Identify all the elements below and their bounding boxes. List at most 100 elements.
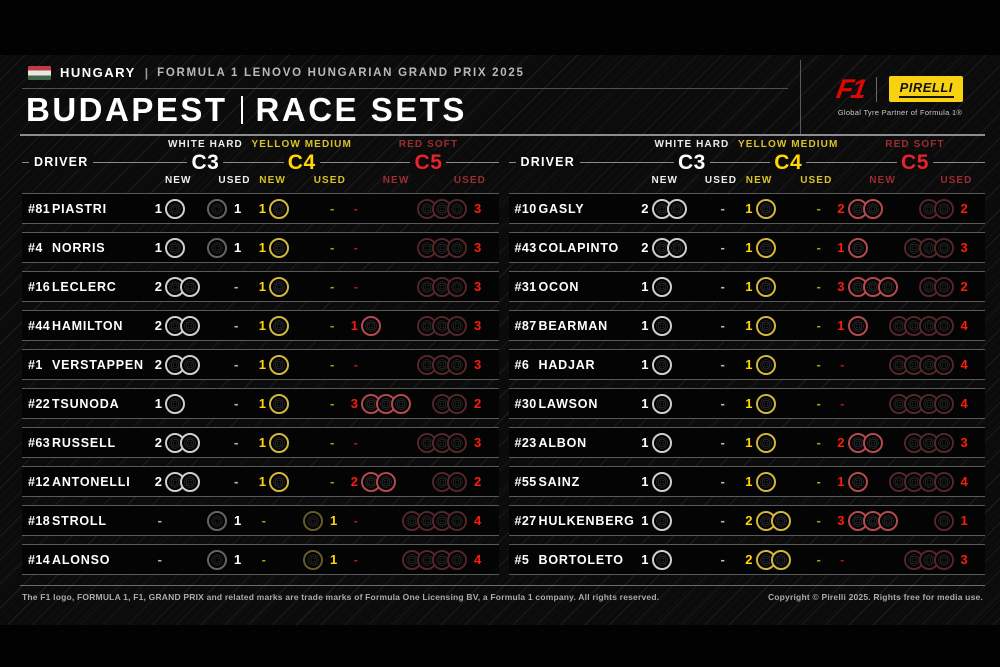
tyre-table-right: DRIVER WHITE HARD C3 NEW USED YELLOW MED…: [508, 138, 985, 583]
c5-used-tyre-icon: [933, 393, 954, 414]
c4-new-tyre-icon: [269, 354, 289, 375]
c4-new-tyre-icon: [755, 237, 776, 258]
c4-tyre-icons: [266, 198, 326, 219]
c4-new-count: 1: [745, 240, 753, 255]
c4-new-tyre-icon: [269, 432, 289, 453]
c3-tyre-icons: [162, 276, 230, 297]
c5-new-count: 1: [837, 240, 845, 255]
c3-tyre-icons: [649, 393, 717, 414]
c3-new-count: 2: [641, 201, 649, 216]
c4-tyre-icons: [753, 237, 813, 258]
c4-new-tyre-icon: [755, 315, 776, 336]
c3-tyre-icons: [649, 198, 717, 219]
c5-used-tyre-icon: [447, 315, 467, 336]
c4-new-count: 1: [745, 396, 753, 411]
c3-tyre-icons: [649, 471, 717, 492]
c5-used-tyre-icon: [447, 510, 467, 531]
driver-row: #18 STROLL -1-1-4: [22, 505, 499, 536]
c5-used-tyre-icon: [447, 354, 467, 375]
c5-new-count: -: [353, 552, 358, 567]
c4-new-tyre-icon: [755, 432, 776, 453]
c5-used-count: 2: [474, 396, 482, 411]
c4-used-count: 1: [330, 513, 338, 528]
c5-new-tyre-icon: [376, 471, 396, 492]
c3-used-count: 1: [234, 513, 242, 528]
c4-new-count: 1: [745, 474, 753, 489]
c3-used-count: -: [720, 279, 725, 294]
driver-number: #27: [514, 513, 537, 528]
driver-number: #10: [514, 201, 537, 216]
c3-used-count: -: [720, 552, 725, 567]
c4-tyre-icons: [266, 237, 326, 258]
c3-new-count: 2: [154, 357, 162, 372]
c5-tyre-icons: [358, 471, 470, 492]
hard-used-label: USED: [218, 175, 251, 186]
driver-name: COLAPINTO: [538, 240, 620, 255]
c5-new-count: 1: [350, 318, 358, 333]
driver-row: #27 HULKENBERG 1 - 2 - 3 1: [508, 505, 985, 536]
driver-name: RUSSELL: [52, 435, 116, 450]
soft-compound-label: RED SOFT: [885, 139, 945, 150]
driver-row: #87 BEARMAN 1 - 1 - 1 4: [508, 310, 985, 341]
c4-tyre-icons: [753, 510, 813, 531]
driver-row: #4 NORRIS 1 1 1 - - 3: [22, 232, 499, 263]
c4-new-tyre-icon: [269, 393, 289, 414]
c4-new-tyre-icon: [755, 198, 776, 219]
c3-tyre-icons: [649, 432, 717, 453]
c4-new-count: 1: [745, 201, 753, 216]
c4-tyre-icons: [753, 432, 813, 453]
c5-used-tyre-icon: [933, 315, 954, 336]
driver-row: #23 ALBON 1 - 1 - 2 3: [508, 427, 985, 458]
partner-logos: F1 PIRELLI Global Tyre Partner of Formul…: [812, 74, 988, 117]
c5-new-count: 1: [837, 318, 845, 333]
c4-new-count: 1: [745, 279, 753, 294]
c5-used-tyre-icon: [933, 471, 954, 492]
c5-used-count: 3: [474, 435, 482, 450]
footer-rule: [20, 585, 985, 586]
c3-used-count: -: [720, 240, 725, 255]
c4-tyre-icons: [753, 393, 813, 414]
c4-used-count: 1: [330, 552, 338, 567]
c4-new-count: 1: [745, 357, 753, 372]
c4-new-tyre-icon: [755, 471, 776, 492]
c5-used-tyre-icon: [447, 432, 467, 453]
driver-name: GASLY: [538, 201, 585, 216]
c4-tyre-icons: [753, 549, 813, 570]
driver-name: ALONSO: [52, 552, 111, 567]
c4-used-count: -: [816, 474, 821, 489]
c5-new-count: 2: [837, 435, 845, 450]
c4-tyre-icons: [753, 276, 813, 297]
driver-name: SAINZ: [538, 474, 580, 489]
soft-grade-label: C5: [897, 151, 933, 174]
pirelli-caption: Global Tyre Partner of Formula 1®: [837, 108, 963, 117]
driver-name: OCON: [538, 279, 580, 294]
c3-used-count: -: [234, 279, 239, 294]
hard-compound-label: WHITE HARD: [654, 139, 730, 150]
c3-new-tyre-icon: [651, 510, 672, 531]
logo-separator: [876, 76, 878, 102]
c3-new-count: 1: [154, 201, 162, 216]
c3-new-tyre-icon: [651, 315, 672, 336]
c3-new-count: -: [157, 513, 162, 528]
c4-tyre-icons: [266, 432, 326, 453]
c5-tyre-icons: [358, 432, 470, 453]
c4-tyre-icons: [266, 471, 326, 492]
driver-column-label: DRIVER: [515, 155, 580, 169]
c5-tyre-icons: [845, 354, 957, 375]
c3-tyre-icons: [162, 198, 230, 219]
driver-number: #12: [28, 474, 51, 489]
c5-used-count: 2: [960, 201, 968, 216]
hard-new-label: NEW: [651, 175, 679, 186]
c3-new-count: 1: [641, 318, 649, 333]
c5-new-count: -: [840, 396, 845, 411]
c5-used-tyre-icon: [933, 198, 954, 219]
tagline-separator: |: [144, 65, 149, 80]
c4-new-tyre-icon: [269, 471, 289, 492]
c4-new-tyre-icon: [770, 549, 791, 570]
c5-used-tyre-icon: [933, 237, 954, 258]
c3-used-count: -: [720, 201, 725, 216]
c4-tyre-icons: [753, 354, 813, 375]
c5-used-tyre-icon: [933, 276, 954, 297]
title-type: RACE SETS: [255, 91, 467, 128]
c5-tyre-icons: [845, 276, 957, 297]
